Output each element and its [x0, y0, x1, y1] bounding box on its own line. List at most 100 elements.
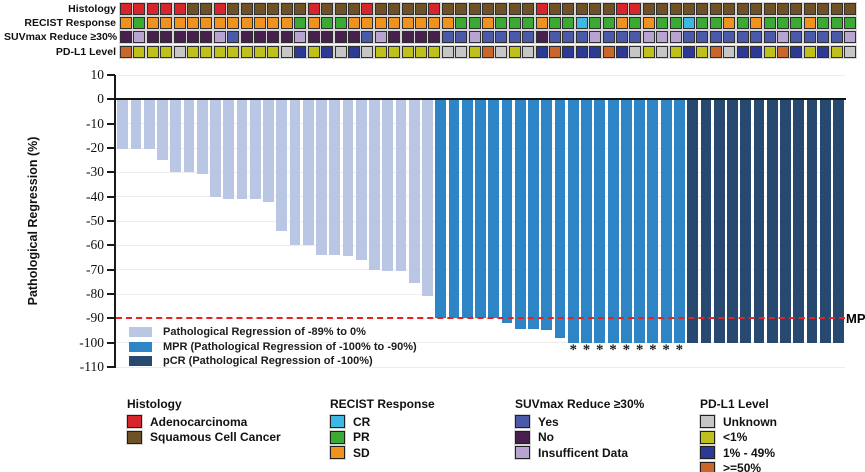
- annotation-square: [401, 17, 414, 30]
- annotation-square: [642, 31, 655, 44]
- annotation-track-label: RECIST Response: [24, 17, 116, 30]
- annotation-square: [280, 3, 293, 15]
- annotation-square: [736, 17, 749, 30]
- patient-bar-mpr: [514, 99, 526, 330]
- patient-bar-mpr: [554, 99, 566, 338]
- legend-swatch: [700, 461, 715, 472]
- patient-bar-mpr: [673, 99, 685, 343]
- annotation-square: [187, 45, 200, 58]
- asterisk-marker: *: [622, 342, 631, 358]
- annotation-square: [227, 17, 240, 30]
- annotation-square: [267, 31, 280, 44]
- y-tick-label: -50: [86, 213, 104, 228]
- patient-bar-pcr: [793, 99, 805, 343]
- mpr-threshold-line: [116, 317, 845, 320]
- annotation-square: [790, 17, 803, 30]
- legend-swatch: [127, 430, 142, 444]
- annotation-square: [307, 45, 320, 58]
- y-tick-label: -60: [86, 237, 104, 253]
- legend-item: >=50%: [700, 461, 777, 472]
- legend-group-title: Histology: [127, 397, 182, 411]
- annotation-square: [468, 17, 481, 30]
- annotation-square: [522, 3, 535, 15]
- y-tick-mark: [107, 341, 115, 344]
- annotation-square: [133, 3, 146, 15]
- legend-item: 1% - 49%: [700, 445, 777, 461]
- annotation-square: [347, 45, 360, 58]
- annotation-square: [763, 31, 776, 44]
- annotation-square: [495, 3, 508, 15]
- annotation-square: [307, 3, 320, 15]
- legend-item: Yes: [515, 414, 644, 430]
- annotation-square: [280, 17, 293, 30]
- legend-item: Unknown: [700, 414, 777, 430]
- annotation-square: [173, 45, 186, 58]
- patient-bar-pcr: [713, 99, 725, 343]
- gridline: [116, 74, 845, 76]
- annotation-square: [508, 17, 521, 30]
- y-tick-mark: [107, 98, 115, 101]
- annotation-square: [817, 45, 830, 58]
- patient-bar-mpr: [475, 99, 486, 319]
- patient-bar-pcr: [806, 99, 818, 343]
- annotation-square: [549, 17, 561, 30]
- annotation-square: [575, 3, 588, 15]
- annotation-square: [843, 3, 856, 15]
- annotation-square: [200, 45, 213, 58]
- annotation-square: [361, 17, 374, 30]
- y-tick-label: -110: [79, 359, 104, 374]
- annotation-square: [441, 45, 454, 58]
- annotation-square: [562, 31, 575, 44]
- patient-bar-regression: [355, 99, 367, 260]
- legend-item: SD: [330, 445, 435, 461]
- patient-bar-mpr: [594, 99, 606, 343]
- patient-bar-regression: [223, 99, 235, 200]
- legend-item-label: Squamous Cell Cancer: [150, 430, 281, 445]
- legend-item-label: Yes: [538, 414, 559, 429]
- annotation-square: [428, 45, 441, 58]
- annotation-track: SUVmax Reduce ≥30%: [4, 31, 856, 44]
- annotation-square: [736, 31, 749, 44]
- annotation-square: [535, 3, 548, 15]
- annotation-square: [803, 31, 816, 44]
- annotation-tracks: Histology RECIST Response SUVmax Reduce ≥3…: [4, 3, 856, 60]
- patient-bar-pcr: [819, 99, 831, 343]
- patient-bar-regression: [276, 99, 288, 231]
- gridline: [116, 342, 845, 344]
- annotation-square: [776, 17, 789, 30]
- annotation-square: [160, 45, 173, 58]
- annotation-squares: [120, 45, 856, 58]
- patient-bar-regression: [316, 99, 327, 256]
- annotation-square: [374, 31, 387, 44]
- annotation-square: [401, 3, 414, 15]
- annotation-track-label: Histology: [68, 3, 116, 15]
- patient-bar-regression: [422, 99, 433, 297]
- legend-item: No: [515, 430, 644, 446]
- annotation-square: [361, 45, 374, 58]
- annotation-square: [294, 17, 307, 30]
- annotation-square: [669, 3, 682, 15]
- annotation-square: [736, 3, 749, 15]
- annotation-square: [495, 17, 508, 30]
- annotation-square: [669, 45, 682, 58]
- patient-bar-regression: [143, 99, 155, 150]
- patient-bar-pcr: [766, 99, 778, 343]
- annotation-square: [240, 17, 253, 30]
- annotation-square: [414, 45, 427, 58]
- annotation-square: [709, 45, 722, 58]
- annotation-square: [616, 3, 629, 15]
- annotation-square: [441, 31, 454, 44]
- annotation-track: PD-L1 Level: [4, 45, 856, 58]
- annotation-square: [830, 17, 843, 30]
- annotation-square: [549, 45, 561, 58]
- plot-area: * * * * * * * * *: [116, 74, 845, 368]
- y-tick-mark: [107, 220, 115, 222]
- chart-legend-label: MPR (Pathological Regression of -100% to…: [163, 340, 417, 353]
- annotation-square: [374, 3, 387, 15]
- patient-bar-mpr: [461, 99, 473, 319]
- patient-bar-regression: [196, 99, 208, 174]
- annotation-square: [133, 17, 146, 30]
- annotation-square: [602, 45, 615, 58]
- legend-item-label: CR: [353, 414, 371, 429]
